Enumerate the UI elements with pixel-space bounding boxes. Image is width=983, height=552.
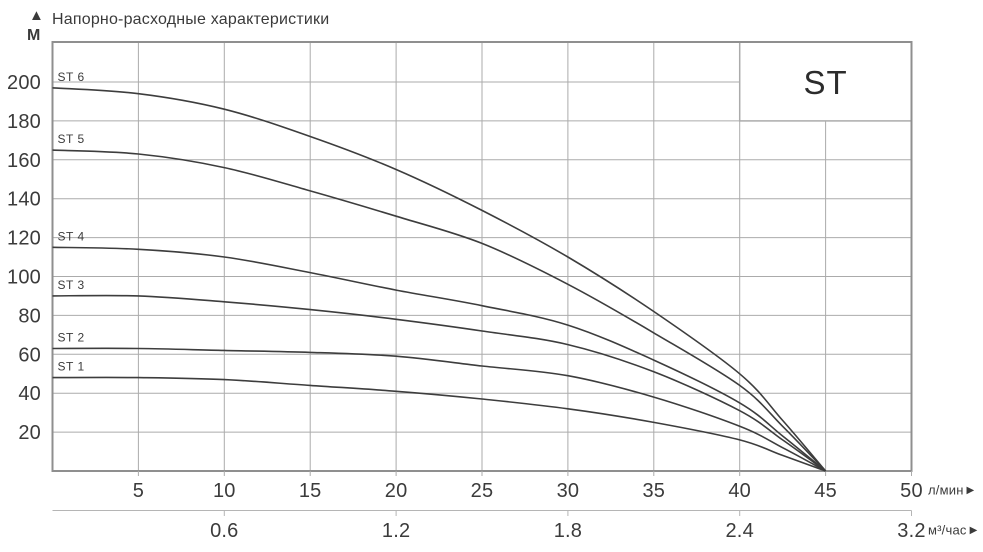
y-tick-label: 140 [7,189,41,211]
x-axis-unit-label: л/мин ▶ [928,483,975,498]
x-axis-right-arrow-icon: ▶ [964,485,975,496]
y-tick-label: 60 [18,344,41,366]
curve-label-st-2: ST 2 [58,330,85,344]
x2-tick-label: 3.2 [897,520,925,542]
y-tick-label: 40 [18,383,41,405]
legend-box-label: ST [804,64,848,101]
legend-box [738,41,913,122]
x-tick-label: 35 [642,480,665,502]
curve-st-1 [52,376,826,472]
y-tick-label: 20 [18,422,41,444]
curve-st-2 [52,347,826,472]
x2-tick-label: 1.8 [554,520,582,542]
x2-axis-unit-label: м³/час ▶ [928,523,978,538]
x-tick-label: 15 [299,480,322,502]
x2-tick-label: 1.2 [382,520,410,542]
x-tick-label: 10 [213,480,236,502]
y-tick-label: 180 [7,111,41,133]
curve-label-st-1: ST 1 [58,360,85,374]
y-tick-label: 80 [18,305,41,327]
curve-label-st-4: ST 4 [58,229,85,243]
y-tick-label: 200 [7,72,41,94]
curve-st-6 [52,87,827,472]
x-tick-label: 45 [814,480,837,502]
y-tick-label: 160 [7,150,41,172]
y-tick-label: 100 [7,267,41,289]
x-tick-label: 25 [471,480,494,502]
x-tick-label: 50 [900,480,923,502]
y-axis-up-arrow-icon: ▲ [29,7,44,24]
x2-tick-label: 2.4 [725,520,753,542]
grid-lines [52,42,912,471]
chart-title: Напорно-расходные характеристики [52,11,330,28]
x-tick-label: 40 [728,480,751,502]
x-tick-label: 30 [557,480,580,502]
y-tick-label: 120 [7,228,41,250]
curve-label-st-5: ST 5 [58,132,85,146]
curve-st-5 [52,149,827,472]
x-tick-label: 5 [133,480,144,502]
curve-st-3 [52,294,827,472]
curve-st-4 [52,246,827,472]
curve-label-st-6: ST 6 [58,70,85,84]
x2-axis-right-arrow-icon: ▶ [967,525,978,536]
x2-tick-label: 0.6 [210,520,238,542]
x-tick-label: 20 [385,480,408,502]
curve-label-st-3: ST 3 [58,278,85,292]
y-axis-unit-label: М [27,27,41,44]
